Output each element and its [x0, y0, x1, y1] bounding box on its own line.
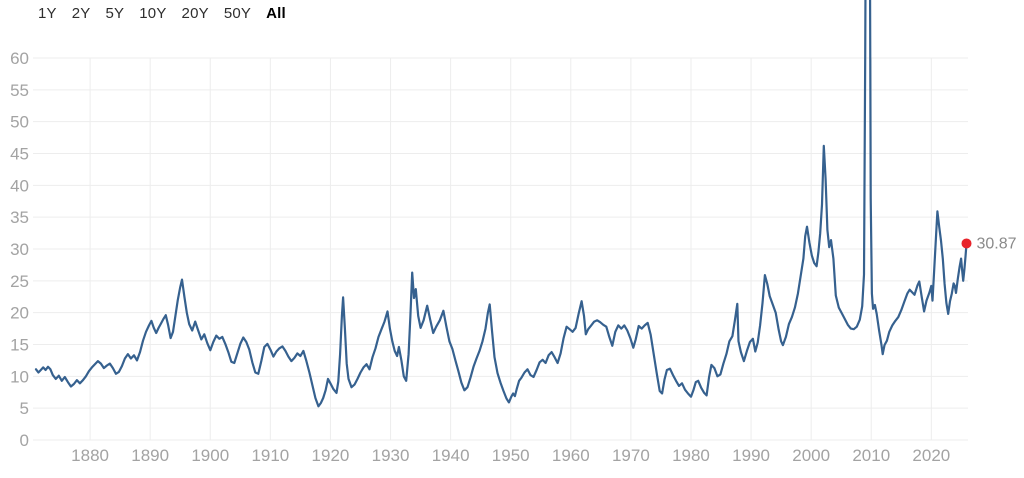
y-tick-label: 30	[10, 240, 29, 259]
x-tick-label: 1960	[552, 446, 590, 465]
range-button-all[interactable]: All	[266, 5, 286, 22]
range-button-5y[interactable]: 5Y	[105, 5, 125, 22]
y-tick-label: 50	[10, 113, 29, 132]
range-selector: 1Y 2Y 5Y 10Y 20Y 50Y All	[38, 5, 286, 23]
y-tick-label: 40	[10, 176, 29, 195]
x-tick-label: 1900	[191, 446, 229, 465]
x-tick-label: 1890	[131, 446, 169, 465]
x-tick-label: 2000	[792, 446, 830, 465]
x-tick-label: 1930	[372, 446, 410, 465]
pe-ratio-line	[34, 0, 968, 408]
x-tick-label: 2020	[912, 446, 950, 465]
y-tick-label: 10	[10, 367, 29, 386]
x-tick-label: 1920	[312, 446, 350, 465]
y-tick-label: 20	[10, 304, 29, 323]
range-button-1y[interactable]: 1Y	[38, 5, 57, 22]
y-tick-label: 60	[10, 49, 29, 68]
range-button-2y[interactable]: 2Y	[71, 5, 91, 22]
y-tick-label: 5	[20, 399, 29, 418]
y-tick-label: 45	[10, 145, 29, 164]
y-tick-label: 55	[10, 81, 29, 100]
y-tick-label: 0	[20, 431, 29, 450]
y-tick-label: 35	[10, 208, 29, 227]
y-tick-label: 15	[10, 336, 29, 355]
x-tick-label: 1940	[432, 446, 470, 465]
range-button-20y[interactable]: 20Y	[181, 5, 209, 22]
x-tick-label: 1910	[251, 446, 289, 465]
latest-value-label: 30.87	[976, 235, 1016, 252]
range-button-50y[interactable]: 50Y	[223, 5, 252, 22]
latest-value-dot	[961, 238, 972, 249]
x-tick-label: 1980	[672, 446, 710, 465]
x-tick-label: 1880	[71, 446, 109, 465]
y-tick-label: 25	[10, 272, 29, 291]
x-tick-label: 1970	[612, 446, 650, 465]
x-tick-label: 1950	[492, 446, 530, 465]
range-button-10y[interactable]: 10Y	[139, 5, 167, 22]
x-tick-label: 1990	[732, 446, 770, 465]
x-tick-label: 2010	[852, 446, 890, 465]
